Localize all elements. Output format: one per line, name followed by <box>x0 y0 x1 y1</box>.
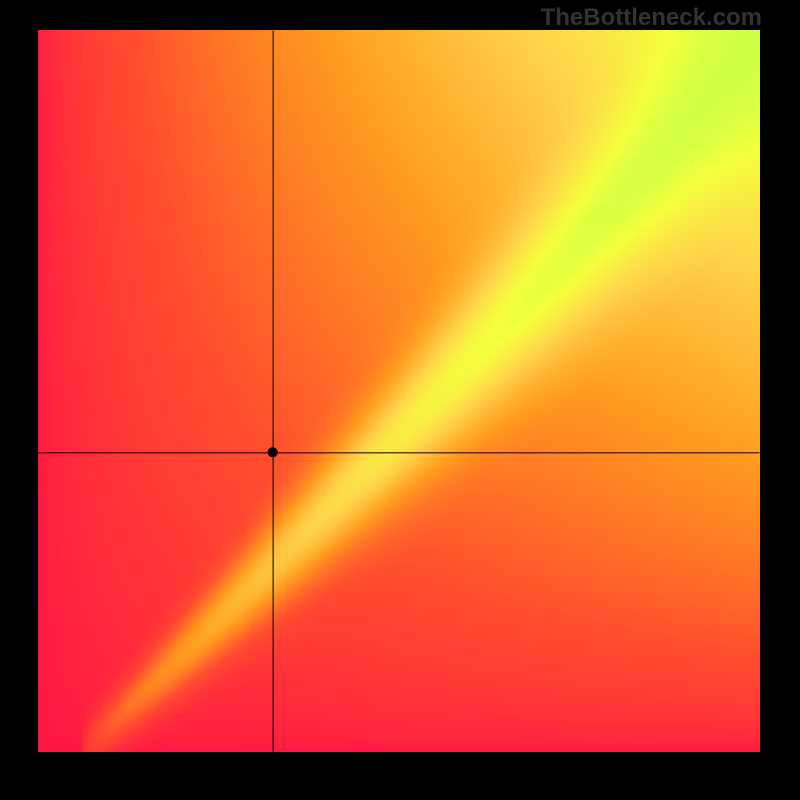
heatmap-canvas <box>38 30 760 752</box>
heatmap-plot <box>38 30 760 752</box>
watermark-text: TheBottleneck.com <box>541 4 762 32</box>
